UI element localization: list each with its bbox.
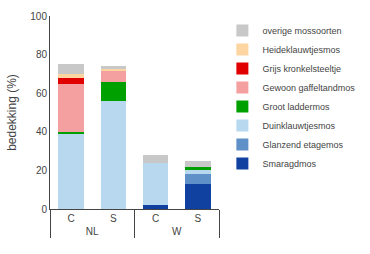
- svg-text:Smaragdmos: Smaragdmos: [262, 159, 316, 169]
- svg-text:Glanzend etagemos: Glanzend etagemos: [262, 140, 343, 150]
- svg-text:S: S: [110, 213, 117, 224]
- svg-text:C: C: [152, 213, 159, 224]
- svg-text:40: 40: [36, 126, 48, 137]
- svg-text:60: 60: [36, 88, 48, 99]
- svg-text:Groot laddermos: Groot laddermos: [262, 102, 330, 112]
- svg-text:Duinklauwtjesmos: Duinklauwtjesmos: [262, 121, 335, 131]
- svg-text:100: 100: [30, 11, 47, 22]
- svg-text:20: 20: [36, 165, 48, 176]
- svg-text:C: C: [68, 213, 75, 224]
- svg-text:Grijs kronkelsteeltje: Grijs kronkelsteeltje: [262, 64, 341, 74]
- svg-text:bedekking (%): bedekking (%): [5, 74, 19, 151]
- svg-text:S: S: [195, 213, 202, 224]
- svg-text:Heideklauwtjesmos: Heideklauwtjesmos: [262, 45, 340, 55]
- svg-text:80: 80: [36, 49, 48, 60]
- svg-text:overige mossoorten: overige mossoorten: [262, 26, 341, 36]
- svg-text:0: 0: [41, 204, 47, 215]
- svg-text:W: W: [172, 226, 182, 237]
- svg-text:NL: NL: [86, 226, 99, 237]
- svg-text:Gewoon gaffeltandmos: Gewoon gaffeltandmos: [262, 83, 355, 93]
